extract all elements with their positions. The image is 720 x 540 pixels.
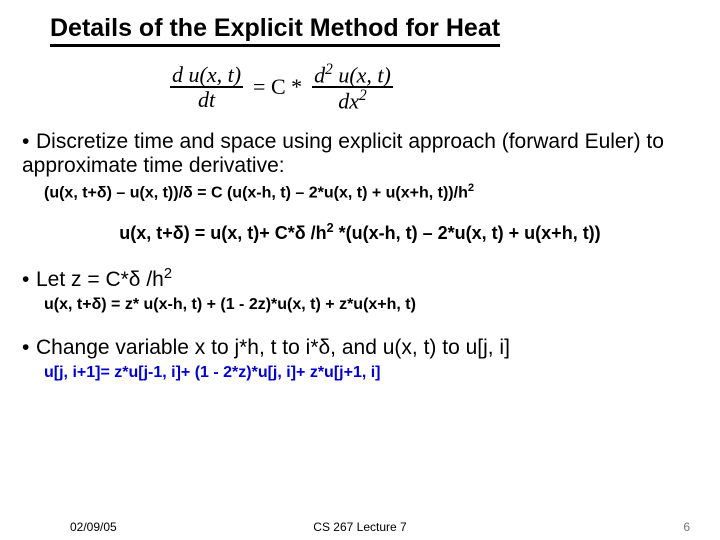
bullet-2: •Let z = C*δ /h2 (22, 266, 698, 292)
bullet-3: •Change variable x to j*h, t to i*δ, and… (22, 336, 698, 360)
slide: Details of the Explicit Method for Heat … (0, 0, 720, 540)
bullet-1: •Discretize time and space using explici… (22, 130, 698, 178)
footer-lecture: CS 267 Lecture 7 (313, 520, 406, 534)
equals-c-star: = C * (247, 74, 308, 100)
footer-date: 02/09/05 (70, 520, 117, 534)
slide-title: Details of the Explicit Method for Heat (50, 14, 690, 43)
content: •Discretize time and space using explici… (22, 130, 698, 383)
footer-page: 6 (683, 520, 690, 534)
heat-equation: d u(x, t) dt = C * d2 u(x, t) dx2 (170, 62, 393, 113)
equation-explicit: u(x, t+δ) = u(x, t)+ C*δ /h2 *(u(x-h, t)… (22, 221, 698, 244)
equation-index: u[j, i+1]= z*u[j-1, i]+ (1 - 2*z)*u[j, i… (44, 364, 698, 382)
lhs-fraction: d u(x, t) dt (170, 63, 243, 111)
equation-discretize: (u(x, t+δ) – u(x, t))/δ = C (u(x-h, t) –… (44, 182, 698, 203)
rhs-fraction: d2 u(x, t) dx2 (312, 62, 393, 113)
equation-z: u(x, t+δ) = z* u(x-h, t) + (1 - 2z)*u(x,… (44, 296, 698, 314)
